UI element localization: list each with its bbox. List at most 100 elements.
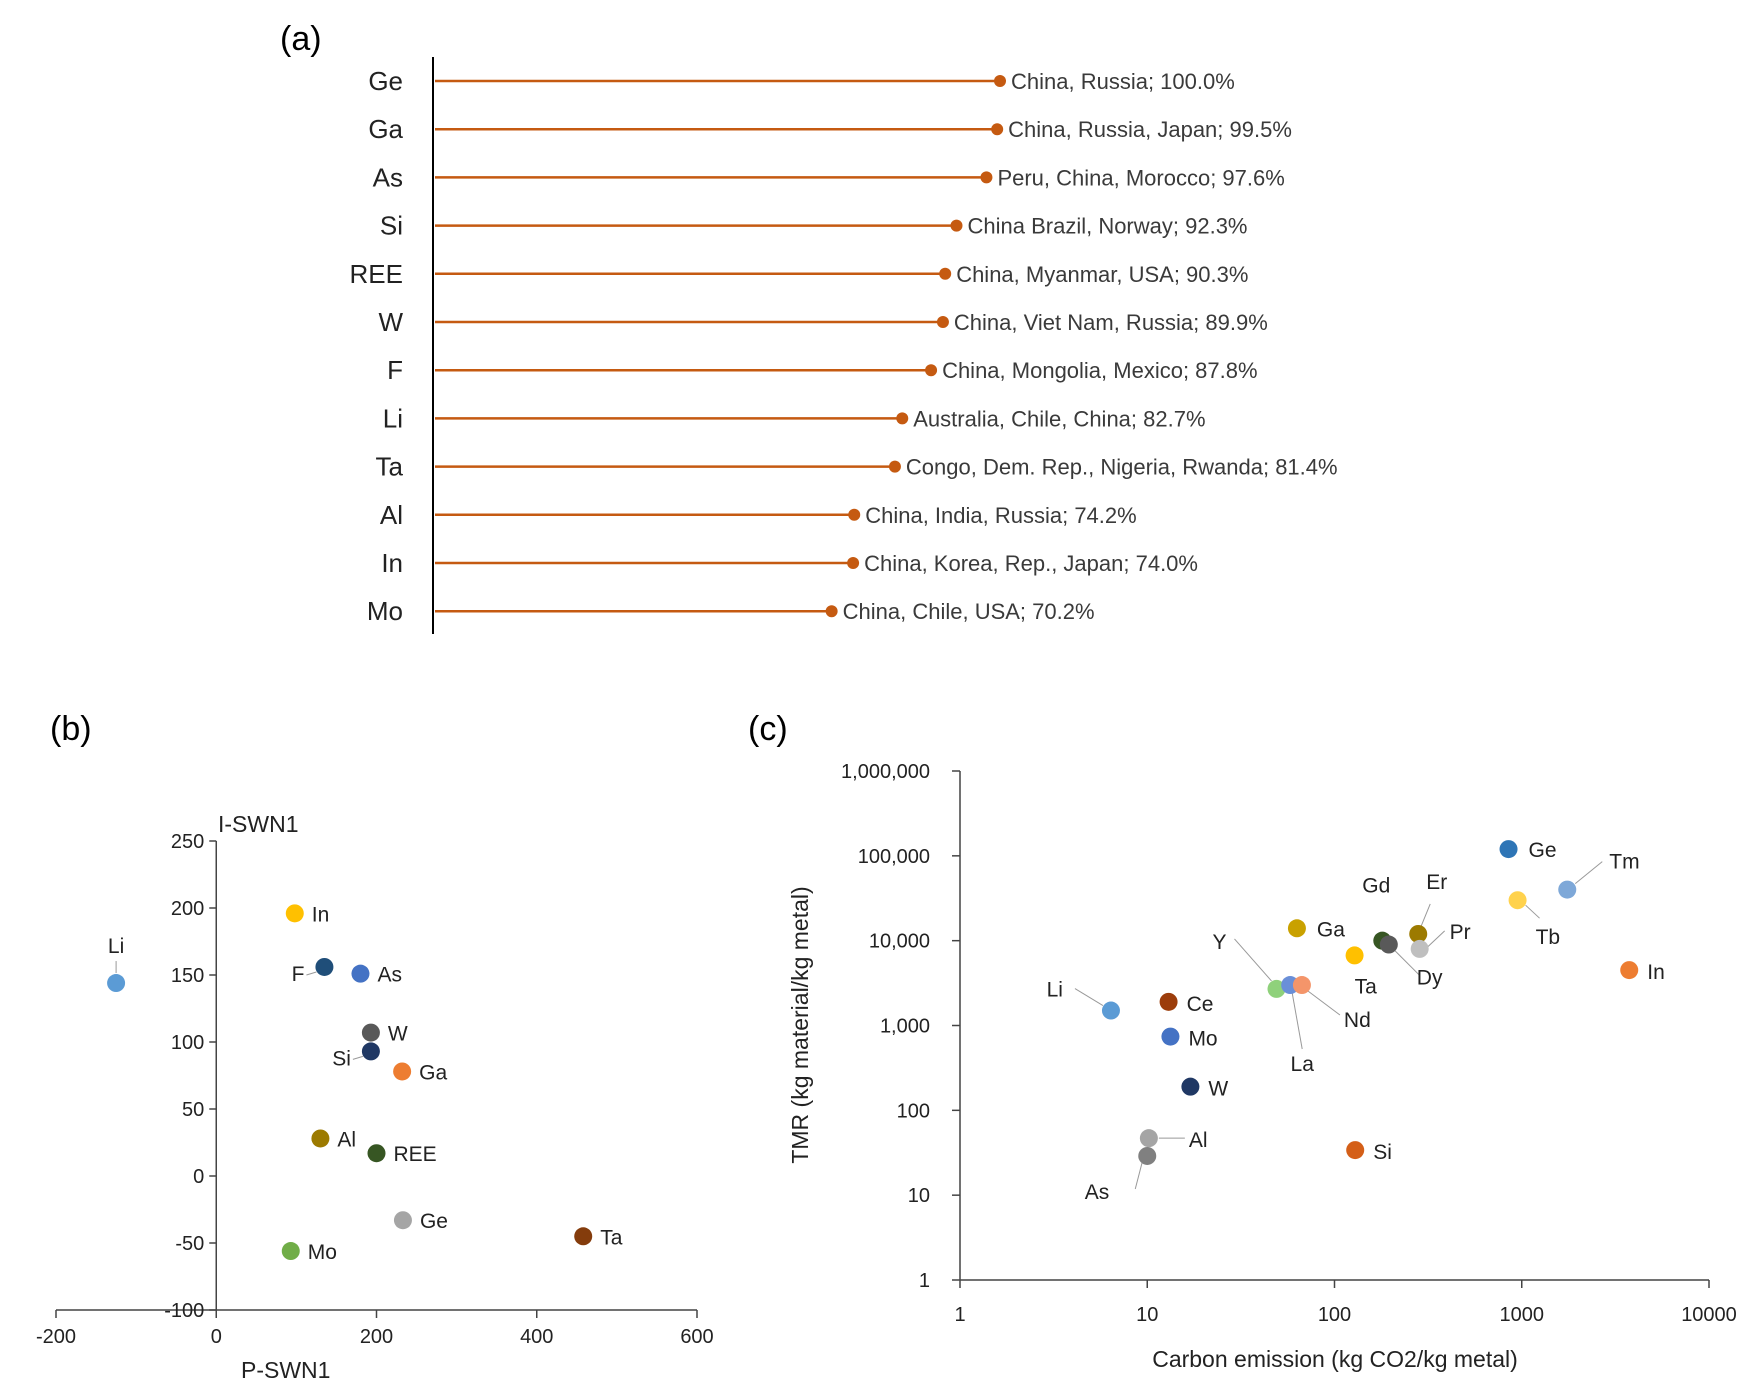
y-tick-label-c-1-000-000: 1,000,000 [841,761,930,783]
lollipop-dot-as [980,171,993,184]
point-label-b-as: As [377,964,402,987]
point-label-c-ga: Ga [1317,918,1345,941]
point-c-nd [1292,976,1311,995]
point-b-f [315,957,334,976]
point-b-mo [281,1242,300,1261]
point-b-ga [393,1062,412,1081]
y-axis-title-c: TMR (kg material/kg metal) [787,886,813,1163]
x-axis-title-c: Carbon emission (kg CO2/kg metal) [1152,1346,1518,1372]
point-c-ce [1159,992,1178,1011]
point-label-c-ge: Ge [1529,839,1557,862]
y-axis-title-b: I-SWN1 [218,811,299,837]
point-c-y [1267,979,1286,998]
leader-line-c-nd [1307,990,1341,1016]
point-c-tb [1508,891,1527,910]
x-tick-label-c-10000: 10000 [1681,1304,1737,1326]
panel-b-label: (b) [50,710,92,748]
y-tick-label-b-200: 200 [171,898,204,920]
y-tick-label-c-10-000: 10,000 [869,931,930,953]
category-label-w: W [378,307,403,337]
lollipop-value-label-f: China, Mongolia, Mexico; 87.8% [942,358,1258,383]
point-label-c-si: Si [1373,1141,1392,1164]
y-tick-label-b-0: 0 [193,1166,204,1188]
leader-line-c-pr [1427,930,1446,948]
category-label-al: Al [380,500,403,530]
point-label-b-w: W [388,1023,408,1046]
lollipop-dot-si [950,219,963,232]
lollipop-dot-ge [994,75,1006,87]
point-b-li [107,974,126,993]
y-tick-label-b-100: 100 [171,1032,204,1054]
lollipop-dot-mo [825,605,838,618]
lollipop-value-label-ge: China, Russia; 100.0% [1011,69,1235,94]
point-c-as [1138,1146,1157,1165]
category-label-ge: Ge [368,66,403,96]
leader-line-c-tm [1574,861,1603,884]
lollipop-value-label-ga: China, Russia, Japan; 99.5% [1008,117,1292,142]
point-b-si [361,1042,380,1061]
point-label-b-mo: Mo [308,1241,337,1264]
point-label-c-mo: Mo [1188,1028,1217,1051]
category-label-in: In [381,548,403,578]
point-c-in [1620,961,1639,980]
category-label-ree: REE [350,259,403,289]
lollipop-dot-ta [888,460,901,473]
lollipop-dot-f [925,364,938,377]
point-label-c-y: Y [1212,931,1226,954]
panel-b-scatter-chart: (b) -200 0 200 400 600 250 200 150 100 50 0 -50 -100 I… [36,710,714,1383]
lollipop-value-label-as: Peru, China, Morocco; 97.6% [997,165,1284,190]
point-b-ree [367,1144,386,1163]
x-tick-label-c-10: 10 [1136,1304,1158,1326]
x-tick-label-b-600: 600 [680,1326,713,1348]
y-tick-label-b-50: 50 [182,1099,204,1121]
lollipop-value-label-si: China Brazil, Norway; 92.3% [967,214,1247,239]
leader-line-c-er [1420,903,1431,927]
lollipop-value-label-li: Australia, Chile, China; 82.7% [913,406,1205,431]
x-tick-label-b-200: -200 [36,1326,76,1348]
x-tick-label-c-100: 100 [1318,1304,1351,1326]
lollipop-dot-ree [939,267,952,280]
point-label-b-li: Li [108,935,124,958]
lollipop-value-label-al: China, India, Russia; 74.2% [865,503,1137,528]
point-label-c-er: Er [1426,871,1447,894]
point-label-b-al: Al [337,1128,356,1151]
point-b-ge [393,1211,412,1230]
leader-line-c-la [1291,992,1303,1050]
lollipop-dot-ga [991,123,1004,136]
point-label-c-ce: Ce [1187,993,1214,1016]
x-tick-label-b-400: 400 [520,1326,553,1348]
lollipop-dot-in [847,557,860,569]
point-label-b-ta: Ta [600,1226,623,1249]
leader-line-c-y [1234,938,1272,982]
leader-line-b-si [352,1055,364,1060]
category-label-si: Si [380,211,403,241]
category-label-f: F [387,355,403,385]
category-label-as: As [373,162,403,192]
lollipop-value-label-ta: Congo, Dem. Rep., Nigeria, Rwanda; 81.4% [906,455,1338,480]
category-label-ga: Ga [368,114,403,144]
leader-line-c-tb [1525,904,1540,919]
point-label-c-tm: Tm [1609,851,1639,874]
point-label-b-f: F [292,963,305,986]
y-tick-label-b-150: 150 [171,965,204,987]
x-tick-label-c-1000: 1000 [1500,1304,1545,1326]
point-c-w [1181,1077,1200,1096]
y-tick-label-c-100: 100 [897,1100,930,1122]
point-label-c-la: La [1291,1053,1315,1076]
point-label-b-si: Si [332,1047,351,1070]
panel-c-loglog-scatter-chart: (c) 1 10 100 1000 10000 1 10 100 1,000 10,000 100,0… [748,710,1737,1372]
y-tick-label-b-50: -50 [175,1233,204,1255]
point-c-dy [1379,935,1398,954]
y-tick-label-c-1-000: 1,000 [880,1016,930,1038]
lollipop-dot-li [896,412,909,425]
point-b-w [361,1023,380,1042]
leader-line-c-dy [1394,950,1420,975]
y-tick-label-b-100: -100 [164,1300,204,1322]
point-c-si [1346,1141,1365,1160]
point-label-c-as: As [1085,1181,1110,1204]
point-b-al [311,1129,330,1148]
category-label-ta: Ta [376,452,404,482]
x-tick-label-b-200: 200 [360,1326,393,1348]
panel-a-label: (a) [280,20,322,58]
lollipop-dot-w [936,316,949,328]
